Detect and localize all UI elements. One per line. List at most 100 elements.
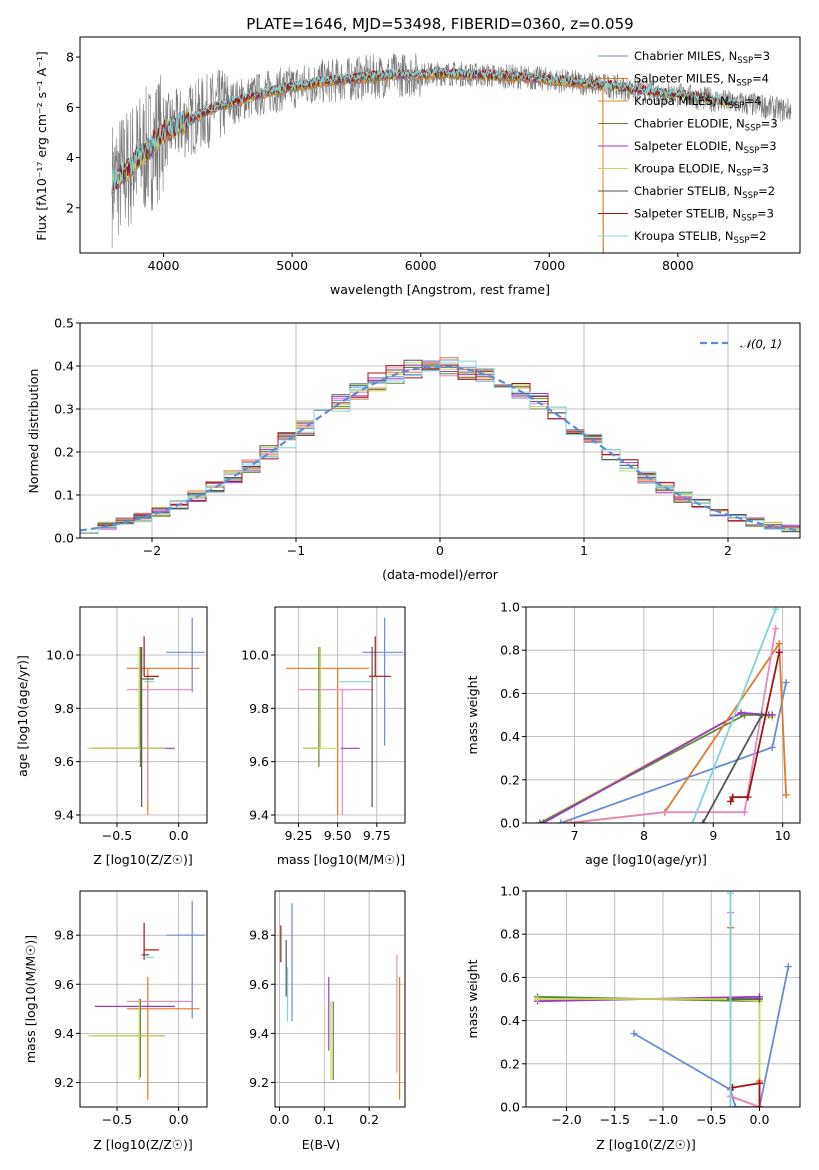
residuals-ylabel: Normed distribution bbox=[26, 369, 41, 494]
mass_vs_EBV-xtick-label-2: 0.2 bbox=[359, 1112, 379, 1127]
residuals-ytick-label-5: 0.5 bbox=[54, 316, 74, 331]
mass_vs_Z-xtick-label-1: 0.0 bbox=[169, 1112, 189, 1127]
spectrum-ytick-label-0: 2 bbox=[66, 200, 74, 215]
legend-sub-4: SSP bbox=[744, 146, 760, 156]
massweight_vs_age-marker-6-0 bbox=[699, 819, 707, 823]
massweight_vs_age-ytick-label-0: 0.0 bbox=[500, 816, 520, 831]
spectrum-ylabel: Flux [fλ10⁻¹⁷ erg cm⁻² s⁻¹ A⁻¹] bbox=[34, 51, 49, 240]
massweight-vs-z-panel: Z [log10(Z/Z☉)] mass weight −2.0 −1.5 −1.0… bbox=[465, 884, 801, 1152]
massweight_vs_Z-series-5 bbox=[729, 912, 760, 1107]
model-spectrum-salpeter-miles bbox=[111, 70, 604, 253]
massweight_vs_Z-ytick-label-1: 0.2 bbox=[500, 1056, 520, 1071]
massweight_vs_age-marker-8-1 bbox=[772, 607, 780, 613]
massweight_vs_age-series-7 bbox=[729, 652, 781, 802]
massweight_vs_age-series-3 bbox=[542, 711, 773, 823]
massweight_vs_age-marker-8-0 bbox=[688, 819, 696, 823]
massweight-vs-z-ylabel: mass weight bbox=[465, 959, 480, 1038]
age_vs_mass-ytick-label-2: 9.8 bbox=[249, 701, 269, 716]
age_vs_mass-xtick-label-1: 9.50 bbox=[324, 828, 352, 843]
massweight_vs_Z-series-4 bbox=[729, 927, 761, 1107]
legend-label-8: Kroupa STELIB, NSSP=2 bbox=[634, 229, 766, 246]
massweight-vs-z-xlabel: Z [log10(Z/Z☉)] bbox=[596, 1137, 696, 1152]
residuals-frame bbox=[79, 322, 801, 539]
massweight_vs_Z-plot-area bbox=[526, 891, 800, 1107]
massweight_vs_age-marker-3-2 bbox=[768, 711, 776, 719]
massweight_vs_Z-marker-0-4 bbox=[784, 963, 792, 971]
residuals-xtick-label-4: 2 bbox=[724, 543, 732, 558]
mass_vs_EBV-plot-area bbox=[275, 891, 405, 1107]
residuals-xtick-label-2: 0 bbox=[436, 543, 444, 558]
mass-vs-ebv-panel: E(B-V) 0.0 0.1 0.2 9.2 9.4 9.6 9.8 bbox=[249, 890, 406, 1152]
age_vs_mass-xtick-label-2: 9.75 bbox=[363, 828, 391, 843]
spectrum-xlabel: wavelength [Angstrom, rest frame] bbox=[330, 282, 550, 297]
massweight_vs_age-marker-0-1 bbox=[768, 743, 776, 751]
massweight_vs_age-xtick-label-0: 7 bbox=[571, 828, 579, 843]
age-vs-mass-xlabel: mass [log10(M/M☉)] bbox=[277, 852, 405, 867]
age-vs-mass-panel: mass [log10(M/M☉)] 9.25 9.50 9.75 9.4 9.6 9.8… bbox=[241, 606, 406, 867]
massweight_vs_age-marker-5-0 bbox=[567, 819, 575, 823]
massweight_vs_age-marker-5-2 bbox=[741, 808, 749, 816]
legend-sub-7: SSP bbox=[741, 214, 757, 224]
massweight_vs_Z-ytick-label-2: 0.4 bbox=[500, 1013, 520, 1028]
legend-sub-0: SSP bbox=[737, 56, 753, 66]
residuals-xtick-label-1: −1 bbox=[287, 543, 305, 558]
spectrum-ytick-label-2: 6 bbox=[66, 100, 74, 115]
massweight_vs_age-marker-5-3 bbox=[772, 625, 780, 633]
age_vs_mass-point-5 bbox=[303, 647, 340, 749]
massweight_vs_Z-marker-8-0 bbox=[727, 1103, 735, 1107]
legend-val-8: =2 bbox=[749, 229, 766, 243]
spectrum-ytick-label-1: 4 bbox=[66, 150, 74, 165]
massweight_vs_Z-ytick-label-4: 0.8 bbox=[500, 927, 520, 942]
legend-label-4: Salpeter ELODIE, NSSP=3 bbox=[634, 139, 777, 156]
massweight_vs_Z-marker-6-1 bbox=[755, 995, 763, 1003]
massweight-vs-age-ylabel: mass weight bbox=[465, 675, 480, 754]
model-spectrum-kroupa-stelib bbox=[111, 66, 736, 192]
legend-label-1: Salpeter MILES, NSSP=4 bbox=[634, 72, 769, 89]
residuals-xtick-label-0: −2 bbox=[143, 543, 161, 558]
residuals-xlabel: (data-model)/error bbox=[382, 567, 499, 582]
spectrum-ytick-label-3: 8 bbox=[66, 50, 74, 65]
legend-val-2: =4 bbox=[744, 94, 761, 108]
massweight_vs_Z-marker-3-0 bbox=[534, 995, 542, 1003]
massweight_vs_age-xtick-label-3: 10 bbox=[775, 828, 791, 843]
legend-sub-5: SSP bbox=[736, 169, 752, 179]
legend-name-5: Kroupa ELODIE, N bbox=[634, 162, 736, 176]
spectrum-panel: PLATE=1646, MJD=53498, FIBERID=0360, z=0… bbox=[34, 15, 801, 297]
massweight_vs_Z-series-7 bbox=[732, 1082, 761, 1107]
age_vs_Z-point-7 bbox=[143, 636, 159, 677]
normal-curve bbox=[80, 365, 800, 532]
legend-name-8: Kroupa STELIB, N bbox=[634, 229, 734, 243]
massweight_vs_age-xtick-label-2: 9 bbox=[709, 828, 717, 843]
age_vs_mass-point-2 bbox=[298, 689, 374, 815]
age_vs_Z-ytick-label-3: 10.0 bbox=[46, 648, 74, 663]
legend-val-3: =3 bbox=[761, 117, 778, 131]
mass-vs-z-xlabel: Z [log10(Z/Z☉)] bbox=[93, 1137, 193, 1152]
age_vs_Z-point-0 bbox=[166, 617, 205, 693]
residuals-ytick-label-0: 0.0 bbox=[54, 531, 74, 546]
age_vs_mass-ytick-label-0: 9.4 bbox=[249, 808, 269, 823]
mass_vs_Z-xtick-label-0: −0.5 bbox=[102, 1112, 132, 1127]
spectrum-ticks: 4000 5000 6000 7000 8000 2 4 6 8 bbox=[66, 50, 694, 273]
legend-name-2: Kroupa MILES, N bbox=[634, 94, 729, 108]
mass_vs_Z-point-3 bbox=[91, 999, 166, 1078]
legend-sub-6: SSP bbox=[742, 191, 758, 201]
legend-label-7: Salpeter STELIB, NSSP=3 bbox=[634, 207, 774, 224]
massweight_vs_age-marker-7-0 bbox=[727, 797, 735, 805]
mass_vs_EBV-ytick-label-3: 9.8 bbox=[249, 928, 269, 943]
massweight_vs_age-series-4 bbox=[567, 640, 787, 823]
massweight_vs_Z-ytick-label-5: 1.0 bbox=[500, 884, 520, 899]
massweight_vs_age-marker-0-2 bbox=[782, 679, 790, 687]
legend-label-5: Kroupa ELODIE, NSSP=3 bbox=[634, 162, 769, 179]
massweight_vs_age-ytick-label-1: 0.2 bbox=[500, 772, 520, 787]
massweight_vs_Z-marker-0-2 bbox=[731, 1103, 739, 1107]
legend-name-4: Salpeter ELODIE, N bbox=[634, 139, 744, 153]
legend-val-0: =3 bbox=[753, 49, 770, 63]
residuals-xtick-label-3: 1 bbox=[580, 543, 588, 558]
age_vs_Z-point-5 bbox=[87, 647, 166, 749]
age_vs_mass-ytick-label-1: 9.6 bbox=[249, 754, 269, 769]
legend-name-3: Chabrier ELODIE, N bbox=[634, 117, 745, 131]
massweight_vs_Z-marker-0-0 bbox=[630, 1030, 638, 1038]
legend-val-7: =3 bbox=[757, 207, 774, 221]
age_vs_mass-ticks: 9.25 9.50 9.75 9.4 9.6 9.8 10.0 bbox=[241, 648, 391, 844]
